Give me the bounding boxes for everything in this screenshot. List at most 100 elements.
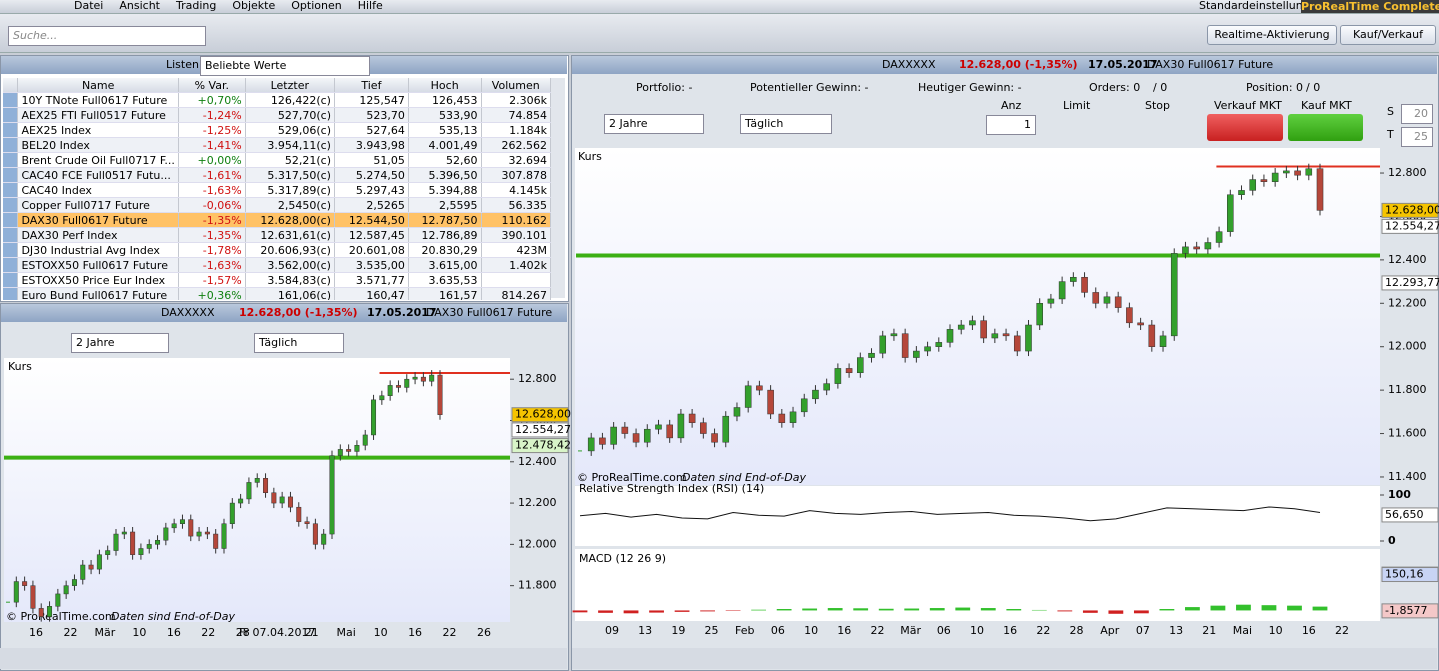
row-icon xyxy=(3,197,19,213)
quote: 12.628,00 (-1,35%) xyxy=(239,306,358,319)
watchlist-cell: ESTOXX50 Price Eur Index xyxy=(17,272,179,288)
watchlist-cell: 10Y TNote Full0617 Future xyxy=(17,92,179,108)
watchlist-cell: 2.306k xyxy=(481,92,551,108)
t-input[interactable]: 25 xyxy=(1401,127,1433,147)
watchlist-cell: Copper Full0717 Future xyxy=(17,197,179,213)
toolbar xyxy=(0,14,1439,53)
watchlist-cell: 5.274,50 xyxy=(334,167,409,183)
buy-button[interactable] xyxy=(1288,114,1363,141)
menu-item[interactable]: Hilfe xyxy=(357,0,383,12)
watchlist-cell: 110.162 xyxy=(481,212,551,228)
watchlist-cell: 3.571,77 xyxy=(334,272,409,288)
orders: Orders: 0 xyxy=(1089,81,1141,94)
watchlist-cell: +0,36% xyxy=(178,287,246,300)
sell-button[interactable] xyxy=(1207,114,1283,141)
watchlist-cell: 5.396,50 xyxy=(408,167,482,183)
menu-item[interactable]: Objekte xyxy=(232,0,276,12)
watchlist-cell: 12.787,50 xyxy=(408,212,482,228)
menu-item[interactable]: Datei xyxy=(74,0,104,12)
watchlist-cell: -1,41% xyxy=(178,137,246,153)
watchlist-row[interactable]: DAX30 Full0617 Future -1,35% 12.628,00(c) 1… xyxy=(3,212,551,228)
interval-select[interactable]: Täglich xyxy=(740,114,832,134)
header-cell xyxy=(3,78,19,93)
period-select[interactable]: 2 Jahre xyxy=(71,333,169,353)
row-icon xyxy=(3,227,19,243)
watchlist-cell: 814.267 xyxy=(481,287,551,300)
watchlist-row[interactable]: AEX25 FTI Full0517 Future -1,24% 527,70(c)… xyxy=(3,107,551,123)
watchlist-cell: +0,00% xyxy=(178,152,246,168)
list-select[interactable]: Beliebte Werte xyxy=(200,56,370,76)
row-icon xyxy=(3,92,19,108)
watchlist-row[interactable]: ESTOXX50 Full0617 Future -1,63% 3.562,00(c… xyxy=(3,257,551,273)
watchlist-cell: CAC40 Index xyxy=(17,182,179,198)
watchlist-cell xyxy=(481,272,551,288)
watchlist-row[interactable]: DAX30 Perf Index -1,35% 12.631,61(c) 12.587… xyxy=(3,227,551,243)
watchlist-cell: 32.694 xyxy=(481,152,551,168)
search-field[interactable]: Suche... xyxy=(8,26,206,46)
watchlist-row[interactable]: DJ30 Industrial Avg Index -1,78% 20.606,93… xyxy=(3,242,551,258)
watchlist-cell: -1,24% xyxy=(178,107,246,123)
watchlist-row[interactable]: BEL20 Index -1,41% 3.954,11(c) 3.943,98 4.00… xyxy=(3,137,551,153)
watchlist-cell: 12.544,50 xyxy=(334,212,409,228)
watchlist-cell: 161,06(c) xyxy=(245,287,335,300)
trade-button[interactable]: Kauf/Verkauf xyxy=(1340,25,1436,45)
scrollbar[interactable] xyxy=(551,78,565,298)
qty-input[interactable]: 1 xyxy=(986,115,1036,135)
watchlist-row[interactable]: Copper Full0717 Future -0,06% 2,5450(c) 2,5… xyxy=(3,197,551,213)
watchlist-cell: 5.394,88 xyxy=(408,182,482,198)
watchlist-cell: 3.562,00(c) xyxy=(245,257,335,273)
menu-item[interactable]: Ansicht xyxy=(119,0,160,12)
watchlist-row[interactable]: CAC40 FCE Full0517 Futu... -1,61% 5.317,50… xyxy=(3,167,551,183)
menu-item[interactable]: Optionen xyxy=(291,0,342,12)
watchlist-cell: 1.184k xyxy=(481,122,551,138)
watchlist-cell: 2,5450(c) xyxy=(245,197,335,213)
eod: Daten sind End-of-Day xyxy=(111,610,235,623)
date: 17.05.2017 xyxy=(1088,58,1158,71)
watchlist-cell: DAX30 Full0617 Future xyxy=(17,212,179,228)
header-cell: Letzter xyxy=(245,78,335,93)
watchlist-cell: AEX25 Index xyxy=(17,122,179,138)
menu-item[interactable]: Trading xyxy=(175,0,217,12)
main-titlebar xyxy=(572,56,1437,74)
watchlist-row[interactable]: ESTOXX50 Price Eur Index -1,57% 3.584,83(c… xyxy=(3,272,551,288)
watchlist-cell: 56.335 xyxy=(481,197,551,213)
watchlist-cell: ESTOXX50 Full0617 Future xyxy=(17,257,179,273)
interval-select[interactable]: Täglich xyxy=(254,333,344,353)
date: 17.05.2017 xyxy=(367,306,437,319)
watchlist-row[interactable]: CAC40 Index -1,63% 5.317,89(c) 5.297,43 5.39… xyxy=(3,182,551,198)
watchlist-cell: 51,05 xyxy=(334,152,409,168)
watchlist-cell: 3.615,00 xyxy=(408,257,482,273)
watchlist-cell: -1,61% xyxy=(178,167,246,183)
limit-label: Limit xyxy=(1063,99,1091,112)
watchlist-cell: 126,453 xyxy=(408,92,482,108)
watchlist-cell: 3.943,98 xyxy=(334,137,409,153)
header-row: Name% Var. Letzter Tief Hoch Volumen xyxy=(3,78,551,93)
macd-plot xyxy=(575,549,1380,621)
watchlist-cell: BEL20 Index xyxy=(17,137,179,153)
watchlist-cell: 160,47 xyxy=(334,287,409,300)
watchlist-cell: 12.786,89 xyxy=(408,227,482,243)
row-icon xyxy=(3,287,19,300)
rsi-plot xyxy=(575,486,1380,546)
preset[interactable]: Standardeinstellung xyxy=(1199,0,1310,12)
watchlist-cell: 423M xyxy=(481,242,551,258)
symbol: DAXXXXX xyxy=(882,58,936,71)
s-input[interactable]: 20 xyxy=(1401,104,1433,124)
watchlist-row[interactable]: 10Y TNote Full0617 Future +0,70% 126,422(c… xyxy=(3,92,551,108)
main-statusbar xyxy=(572,648,1437,669)
watchlist-row[interactable]: Euro Bund Full0617 Future +0,36% 161,06(c)… xyxy=(3,287,551,300)
watchlist-cell: -1,57% xyxy=(178,272,246,288)
realtime-button[interactable]: Realtime-Aktivierung xyxy=(1207,25,1337,45)
watchlist-cell: 262.562 xyxy=(481,137,551,153)
watchlist-row[interactable]: Brent Crude Oil Full0717 F... +0,00% 52,21… xyxy=(3,152,551,168)
watchlist-cell: 52,21(c) xyxy=(245,152,335,168)
watchlist-cell: -1,35% xyxy=(178,227,246,243)
watchlist-row[interactable]: AEX25 Index -1,25% 529,06(c) 527,64 535,13 1.… xyxy=(3,122,551,138)
copyright: © ProRealTime.com xyxy=(577,471,687,484)
sell-label: Verkauf MKT xyxy=(1214,99,1282,112)
watchlist-cell: 533,90 xyxy=(408,107,482,123)
copyright: © ProRealTime.com xyxy=(6,610,116,623)
period-select[interactable]: 2 Jahre xyxy=(604,114,704,134)
position-2: / 0 xyxy=(1306,81,1321,94)
